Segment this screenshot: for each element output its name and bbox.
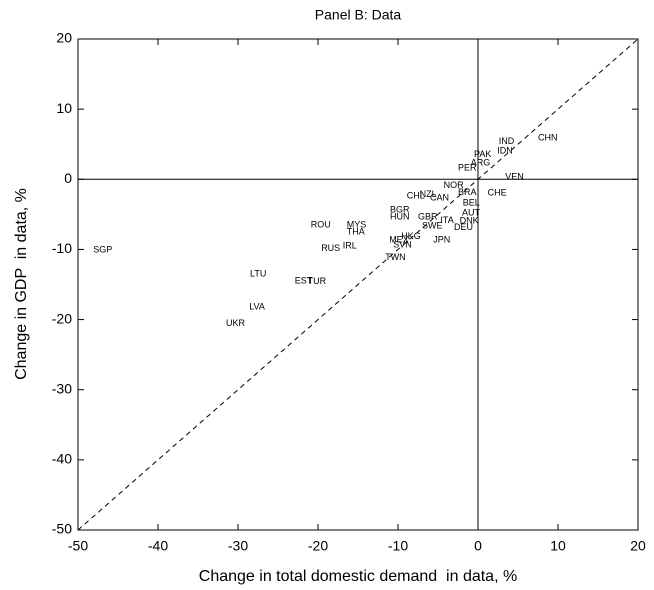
point-label: BGR xyxy=(390,205,410,215)
y-tick-label: 0 xyxy=(64,170,72,186)
point-label: HUN xyxy=(390,212,410,222)
y-tick-label: -50 xyxy=(52,521,72,537)
plot-frame xyxy=(77,38,639,531)
point-label: MYS xyxy=(347,219,367,229)
x-tick-label: 0 xyxy=(474,538,482,554)
point-label: NZL xyxy=(420,189,437,199)
point-label: SWE xyxy=(422,221,443,231)
point-label: ARG xyxy=(471,158,491,168)
chart-title: Panel B: Data xyxy=(315,7,402,23)
point-label: JPN xyxy=(433,235,450,245)
point-label: IDN xyxy=(497,146,513,156)
point-label: CHL xyxy=(407,190,425,200)
point-label: HKG xyxy=(401,231,421,241)
point-label: IND xyxy=(499,136,515,146)
point-label: SGP xyxy=(93,245,112,255)
x-tick-label: 20 xyxy=(630,538,646,554)
point-label: BRA xyxy=(458,187,477,197)
point-label: CHE xyxy=(488,188,507,198)
point-label: VEN xyxy=(505,172,524,182)
point-label: IRL xyxy=(343,240,357,250)
point-label: CAN xyxy=(430,193,449,203)
y-tick-label: -20 xyxy=(52,310,72,326)
point-label: GBR xyxy=(418,212,438,222)
y-axis-label: Change in GDP in data, % xyxy=(13,188,30,380)
point-label: TWN xyxy=(385,252,406,262)
point-label: DEU xyxy=(454,222,473,232)
point-label: NOR xyxy=(444,180,465,190)
point-label: LTU xyxy=(250,268,266,278)
point-label: ITA xyxy=(440,215,453,225)
y-tick-label: -40 xyxy=(52,451,72,467)
point-label: TUR xyxy=(308,276,327,286)
point-label: DNK xyxy=(460,216,479,226)
point-label: BEL xyxy=(463,198,480,208)
point-label: MEX xyxy=(389,235,409,245)
point-label: LVA xyxy=(249,301,265,311)
y-tick-label: 20 xyxy=(56,30,72,46)
x-axis-label: Change in total domestic demand in data,… xyxy=(199,568,517,585)
x-tick-label: -40 xyxy=(148,538,168,554)
x-tick-label: -30 xyxy=(228,538,248,554)
point-label: AUT xyxy=(462,207,481,217)
point-label: THA xyxy=(347,226,365,236)
x-tick-label: -50 xyxy=(68,538,88,554)
x-tick-label: -20 xyxy=(308,538,328,554)
point-label: RUS xyxy=(321,243,340,253)
y-tick-label: -10 xyxy=(52,240,72,256)
point-label: UKR xyxy=(226,318,246,328)
x-tick-label: -10 xyxy=(388,538,408,554)
y-tick-label: -30 xyxy=(52,380,72,396)
point-label: CHN xyxy=(538,132,558,142)
point-label: PER xyxy=(458,162,477,172)
x-tick-label: 10 xyxy=(550,538,566,554)
point-label: PAK xyxy=(474,149,491,159)
point-label: ROU xyxy=(311,219,331,229)
point-label: EST xyxy=(295,275,313,285)
diagonal-line xyxy=(77,38,639,531)
point-label: SVN xyxy=(393,240,412,250)
y-tick-label: 10 xyxy=(56,100,72,116)
